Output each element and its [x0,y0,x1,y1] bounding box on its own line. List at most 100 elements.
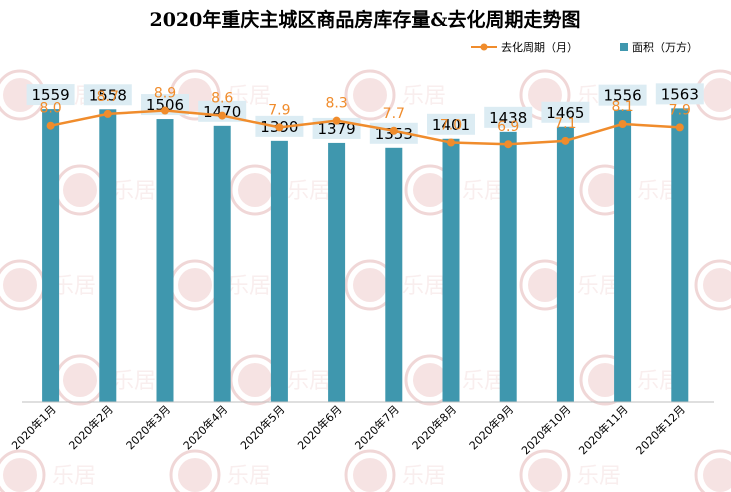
line-point [332,116,341,125]
x-tick-label: 2020年5月 [237,402,287,452]
bar-label-bg [141,94,189,116]
bar-label-bg [598,84,647,106]
line-value-label: 6.9 [497,119,519,135]
svg-text:乐居: 乐居 [52,464,96,489]
line-point [103,109,112,118]
svg-text:乐居: 乐居 [112,179,156,204]
line-point [504,140,513,149]
watermark-logo: 乐居 [169,449,271,492]
x-tick-label: 2020年10月 [518,402,573,457]
watermark-logo: 乐居 [344,259,446,311]
bar-label-bg [541,101,590,123]
line-value-label: 8.6 [211,91,233,107]
line-point [561,136,570,145]
x-tick-label: 2020年2月 [66,402,116,452]
bar [499,131,517,402]
svg-text:乐居: 乐居 [402,84,446,109]
watermark-logo: 乐居 [229,164,331,216]
x-tick-label: 2020年8月 [409,402,459,452]
x-tick-label: 2020年3月 [123,402,173,452]
svg-text:乐居: 乐居 [112,369,156,394]
svg-text:乐居: 乐居 [227,274,271,299]
x-tick-label: 2020年6月 [295,402,345,452]
svg-text:乐居: 乐居 [577,464,621,489]
line-value-label: 7.1 [554,116,576,132]
bar-value-label: 1556 [604,87,642,105]
svg-text:乐居: 乐居 [52,274,96,299]
svg-text:乐居: 乐居 [287,179,331,204]
bar [328,142,346,402]
bar-value-label: 1506 [146,96,184,114]
line-value-label: 8.3 [325,96,347,112]
bar-value-label: 1379 [318,120,356,138]
svg-text:乐居: 乐居 [402,274,446,299]
legend-label-line: 去化周期（月） [501,40,578,54]
x-axis-ticks: 2020年1月 2020年2月 2020年3月 2020年4月 2020年5月 2020年… [9,402,688,457]
x-tick-label: 2020年1月 [9,402,59,452]
line-point [618,120,627,129]
x-tick-label: 2020年11月 [576,402,631,457]
bar [99,109,117,402]
watermark-logo: 乐居 [519,449,621,492]
svg-text:乐居: 乐居 [227,464,271,489]
bar-label-bg [198,100,247,122]
x-tick-label: 2020年7月 [352,402,402,452]
line-label-group: 8.0 8.7 8.9 8.6 7.9 8.3 7.7 7.0 6.9 7.1 8.1 7.9 [39,86,690,136]
bar-label-bg [83,84,132,106]
bar-value-label: 1438 [489,109,527,127]
svg-text:乐居: 乐居 [577,274,621,299]
line-point [389,126,398,135]
bar-value-label: 1401 [432,116,470,134]
bar-label-bg [655,83,704,105]
legend: 去化周期（月） 面积（万方） [471,40,698,54]
legend-label-bar: 面积（万方） [632,40,698,54]
svg-text:乐居: 乐居 [402,464,446,489]
watermark-logo: 乐居 [404,354,506,406]
watermark-logo: 乐居 [519,259,621,311]
bar-value-label: 1465 [546,104,584,122]
line-point [275,123,284,132]
chart-title: 2020年重庆主城区商品房库存量&去化周期走势图 [149,8,580,31]
watermark-logo: 乐居 [694,449,731,492]
x-tick-label: 2020年4月 [180,402,230,452]
bar [213,125,231,403]
bar-value-label: 1563 [661,85,699,103]
bar-label-bg [484,106,533,128]
svg-text:乐居: 乐居 [462,179,506,204]
watermark-logo: 乐居 [694,259,731,311]
legend-bar-swatch [620,43,628,51]
line-value-label: 8.9 [154,86,176,102]
watermark-logo: 乐居 [344,449,446,492]
line-value-label: 7.9 [268,102,290,118]
bar-label-bg [427,113,475,135]
line-point [218,111,227,120]
line-value-label: 7.9 [669,102,691,118]
bar [42,109,60,402]
line-value-label: 7.0 [440,118,462,134]
line-value-label: 8.0 [39,101,61,117]
bar [156,119,174,403]
bar [270,140,288,402]
watermark-logo: 乐居 [344,69,446,121]
svg-text:乐居: 乐居 [287,369,331,394]
bar [556,126,574,403]
bar-label-bg [26,84,75,106]
line-path [50,109,680,146]
bar-value-label: 1558 [89,86,127,104]
svg-text:乐居: 乐居 [462,369,506,394]
line-point [46,121,55,130]
x-tick-label: 2020年9月 [466,402,516,452]
bar-value-label: 1559 [32,86,70,104]
line-value-label: 7.7 [383,106,405,122]
legend-line-marker [480,43,488,51]
x-tick-label: 2020年12月 [633,402,688,457]
line-point [675,123,684,132]
bar [671,108,689,402]
line-point [447,138,455,147]
line-value-label: 8.1 [611,99,633,115]
line-point [161,106,169,115]
bar [442,138,460,403]
line-series [46,106,684,149]
